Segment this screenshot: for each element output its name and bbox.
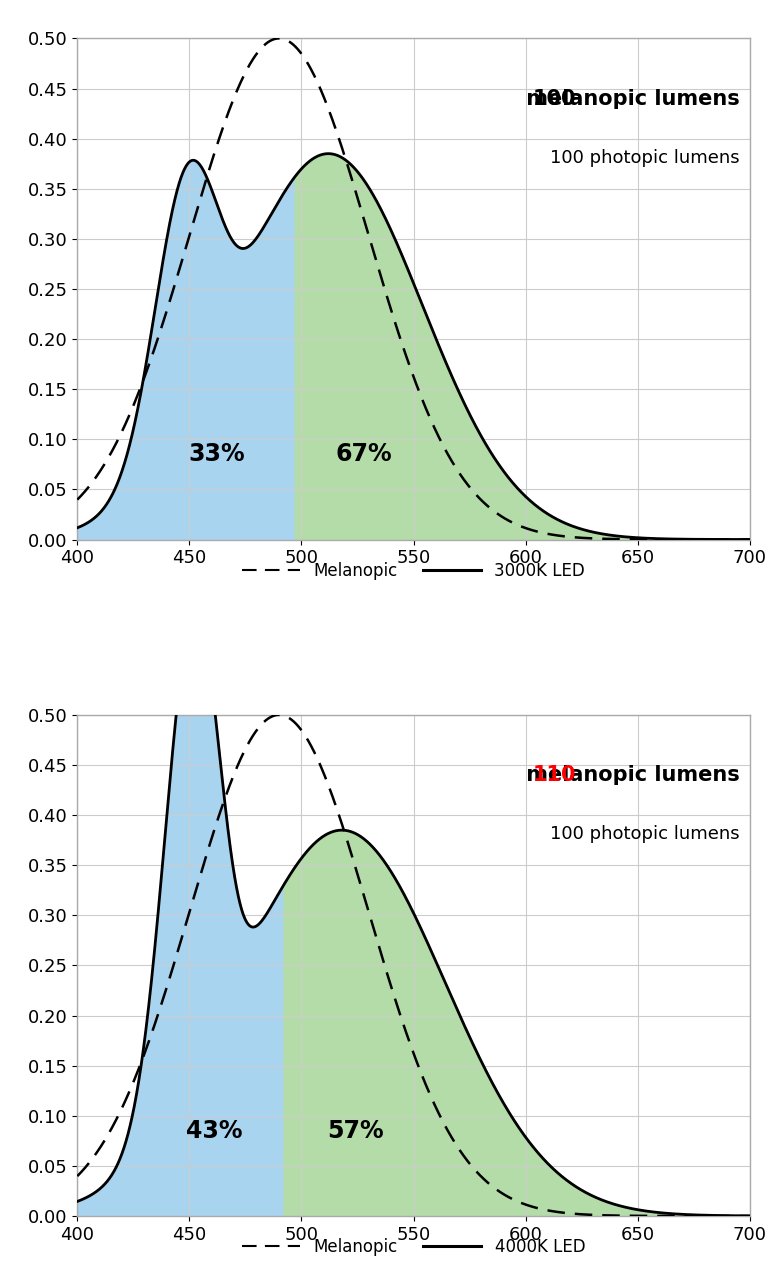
Text: 100: 100 bbox=[533, 88, 577, 109]
Legend: Melanopic, 3000K LED: Melanopic, 3000K LED bbox=[235, 556, 592, 586]
Text: 57%: 57% bbox=[327, 1119, 383, 1143]
Legend: Melanopic, 4000K LED: Melanopic, 4000K LED bbox=[235, 1231, 592, 1263]
Text: 100 photopic lumens: 100 photopic lumens bbox=[550, 826, 740, 844]
Text: 33%: 33% bbox=[188, 443, 244, 466]
Text: melanopic lumens: melanopic lumens bbox=[519, 765, 740, 785]
Text: 110: 110 bbox=[533, 765, 577, 785]
Text: 67%: 67% bbox=[336, 443, 393, 466]
Text: 43%: 43% bbox=[186, 1119, 242, 1143]
Text: melanopic lumens: melanopic lumens bbox=[519, 88, 740, 109]
Text: 100 photopic lumens: 100 photopic lumens bbox=[550, 148, 740, 166]
